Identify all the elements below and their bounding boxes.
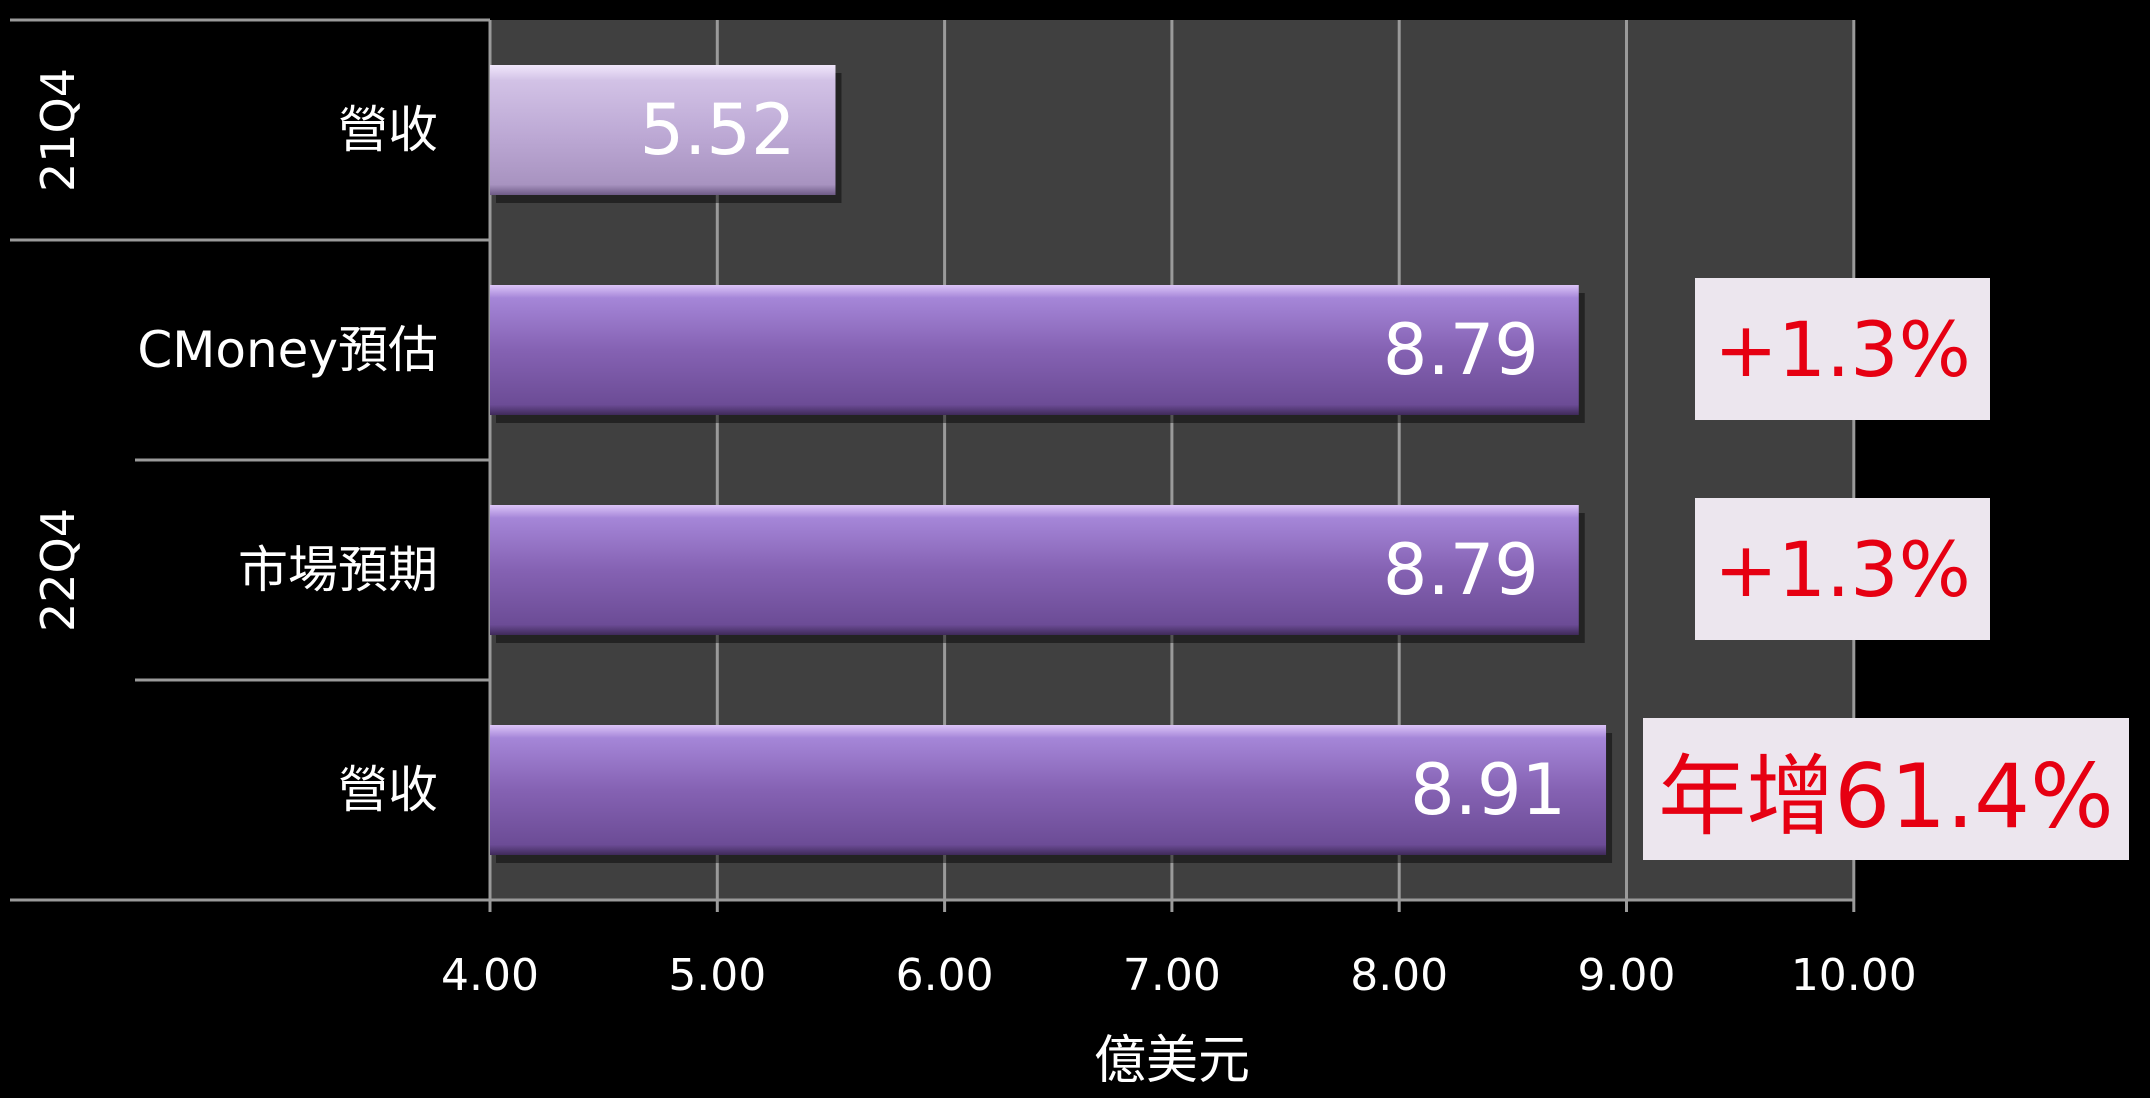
x-tick-label: 8.00 <box>1350 950 1448 1001</box>
x-tick-label: 7.00 <box>1123 950 1221 1001</box>
growth-annotation: 年增61.4% <box>1643 718 2129 860</box>
x-tick-label: 4.00 <box>441 950 539 1001</box>
bar-value-label: 8.91 <box>1410 749 1566 831</box>
group-label: 22Q4 <box>31 508 85 632</box>
x-axis-title: 億美元 <box>1094 1031 1250 1091</box>
bar <box>490 65 836 195</box>
bar <box>490 285 1579 415</box>
bar-value-label: 5.52 <box>640 89 796 171</box>
x-tick-label: 10.00 <box>1791 950 1917 1001</box>
growth-annotation: +1.3% <box>1695 498 1990 640</box>
bar <box>490 725 1607 855</box>
row-label: 營收 <box>338 761 438 819</box>
x-tick-label: 6.00 <box>896 950 994 1001</box>
group-label: 21Q4 <box>31 68 85 192</box>
bar-value-label: 8.79 <box>1383 309 1539 391</box>
bar <box>490 505 1579 635</box>
x-tick-label: 9.00 <box>1578 950 1676 1001</box>
x-ticks: 4.00 5.00 6.00 7.00 8.00 9.00 10.00 <box>441 900 1917 1001</box>
row-label: CMoney預估 <box>137 321 438 379</box>
row-label: 營收 <box>338 101 438 159</box>
x-tick-label: 5.00 <box>668 950 766 1001</box>
bar-value-label: 8.79 <box>1383 529 1539 611</box>
bars: 5.52 8.79 8.79 8.91 <box>490 65 1613 863</box>
row-label: 市場預期 <box>238 541 438 599</box>
growth-annotation: +1.3% <box>1695 278 1990 420</box>
